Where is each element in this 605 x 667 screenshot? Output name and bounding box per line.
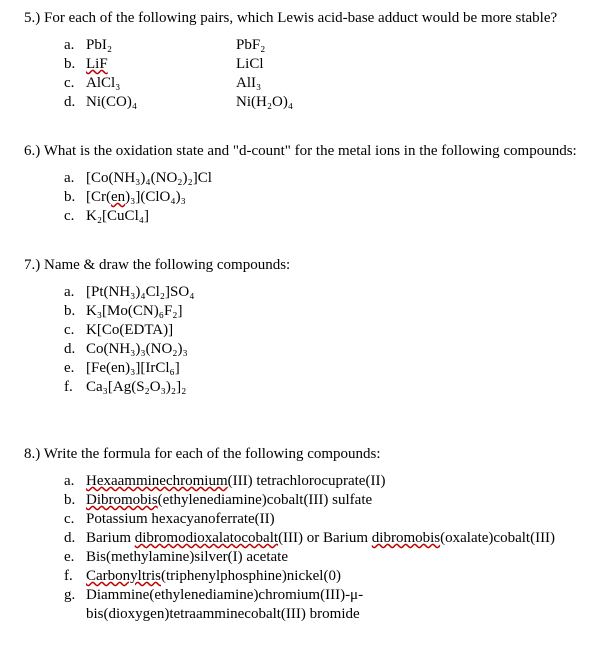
q5-a-right: PbF₂ [236,37,265,54]
q7-item-f: f. Ca₃[Ag(S₂O₃)₂]₂ [64,379,581,396]
q8-g-text: Diammine(ethylenediamine)chromium(III)-μ… [86,587,363,604]
q5-d-label: d. [64,94,86,111]
q8-list: a. Hexaamminechromium(III) tetrachlorocu… [24,473,581,623]
q6-list: a. [Co(NH₃)₄(NO₂)₂]Cl b. [Cr(en)₃](ClO₄)… [24,170,581,225]
q6-b-label: b. [64,189,86,206]
q5-item-d: d. Ni(CO)₄ Ni(H₂O)₄ [64,94,581,111]
q5-d-left: Ni(CO)₄ [86,94,236,111]
q7-f-text: Ca₃[Ag(S₂O₃)₂]₂ [86,379,186,396]
q8-e-label: e. [64,549,86,566]
q7-b-label: b. [64,303,86,320]
q8-prompt: 8.) Write the formula for each of the fo… [24,446,581,463]
q7-c-label: c. [64,322,86,339]
q6-item-c: c. K₂[CuCl₄] [64,208,581,225]
q6-item-a: a. [Co(NH₃)₄(NO₂)₂]Cl [64,170,581,187]
q7-b-text: K₃[Mo(CN)₆F₂] [86,303,183,320]
q8-c-label: c. [64,511,86,528]
q7-e-label: e. [64,360,86,377]
q8-a-label: a. [64,473,86,490]
q7-list: a. [Pt(NH₃)₄Cl₂]SO₄ b. K₃[Mo(CN)₆F₂] c. … [24,284,581,396]
q7-item-e: e. [Fe(en)₃][IrCl₆] [64,360,581,377]
q7-c-text: K[Co(EDTA)] [86,322,173,339]
q8-item-d: d. Barium dibromodioxalatocobalt(III) or… [64,530,581,547]
q7-f-label: f. [64,379,86,396]
q5-a-left: PbI₂ [86,37,236,54]
q8-item-c: c. Potassium hexacyanoferrate(II) [64,511,581,528]
q8-f-text: Carbonyltris(triphenylphosphine)nickel(0… [86,568,341,585]
q7-a-text: [Pt(NH₃)₄Cl₂]SO₄ [86,284,194,301]
q5-c-left: AlCl₃ [86,75,236,92]
q6-a-text: [Co(NH₃)₄(NO₂)₂]Cl [86,170,212,187]
q7-item-b: b. K₃[Mo(CN)₆F₂] [64,303,581,320]
question-7: 7.) Name & draw the following compounds:… [24,257,581,396]
q7-prompt: 7.) Name & draw the following compounds: [24,257,581,274]
q6-a-label: a. [64,170,86,187]
q6-b-text: [Cr(en)₃](ClO₄)₃ [86,189,186,206]
q8-d-text: Barium dibromodioxalatocobalt(III) or Ba… [86,530,555,547]
q8-item-g: g. Diammine(ethylenediamine)chromium(III… [64,587,581,604]
q8-item-f: f. Carbonyltris(triphenylphosphine)nicke… [64,568,581,585]
q8-f-label: f. [64,568,86,585]
q5-a-label: a. [64,37,86,54]
q8-g2-text: bis(dioxygen)tetraamminecobalt(III) brom… [86,606,360,623]
question-8: 8.) Write the formula for each of the fo… [24,446,581,623]
q6-c-label: c. [64,208,86,225]
q5-item-b: b. LiF LiCl [64,56,581,73]
q5-d-right: Ni(H₂O)₄ [236,94,293,111]
q5-b-right: LiCl [236,56,264,73]
q5-prompt: 5.) For each of the following pairs, whi… [24,10,581,27]
q8-e-text: Bis(methylamine)silver(I) acetate [86,549,288,566]
question-6: 6.) What is the oxidation state and "d-c… [24,143,581,225]
q7-item-d: d. Co(NH₃)₃(NO₂)₃ [64,341,581,358]
q5-b-label: b. [64,56,86,73]
q6-prompt: 6.) What is the oxidation state and "d-c… [24,143,581,160]
q7-d-label: d. [64,341,86,358]
q7-item-c: c. K[Co(EDTA)] [64,322,581,339]
q8-item-b: b. Dibromobis(ethylenediamine)cobalt(III… [64,492,581,509]
q5-b-left: LiF [86,56,236,73]
q5-item-a: a. PbI₂ PbF₂ [64,37,581,54]
q7-a-label: a. [64,284,86,301]
question-5: 5.) For each of the following pairs, whi… [24,10,581,111]
q8-g-label: g. [64,587,86,604]
q8-c-text: Potassium hexacyanoferrate(II) [86,511,275,528]
q6-item-b: b. [Cr(en)₃](ClO₄)₃ [64,189,581,206]
q8-b-label: b. [64,492,86,509]
q5-item-c: c. AlCl₃ AlI₃ [64,75,581,92]
q8-item-e: e. Bis(methylamine)silver(I) acetate [64,549,581,566]
q6-c-text: K₂[CuCl₄] [86,208,149,225]
q8-item-g2: bis(dioxygen)tetraamminecobalt(III) brom… [64,606,581,623]
q8-a-text: Hexaamminechromium(III) tetrachlorocupra… [86,473,385,490]
q7-d-text: Co(NH₃)₃(NO₂)₃ [86,341,188,358]
q5-c-label: c. [64,75,86,92]
q8-item-a: a. Hexaamminechromium(III) tetrachlorocu… [64,473,581,490]
q7-item-a: a. [Pt(NH₃)₄Cl₂]SO₄ [64,284,581,301]
q5-list: a. PbI₂ PbF₂ b. LiF LiCl c. AlCl₃ AlI₃ d… [24,37,581,111]
q8-d-label: d. [64,530,86,547]
q7-e-text: [Fe(en)₃][IrCl₆] [86,360,180,377]
q5-c-right: AlI₃ [236,75,261,92]
q8-b-text: Dibromobis(ethylenediamine)cobalt(III) s… [86,492,372,509]
